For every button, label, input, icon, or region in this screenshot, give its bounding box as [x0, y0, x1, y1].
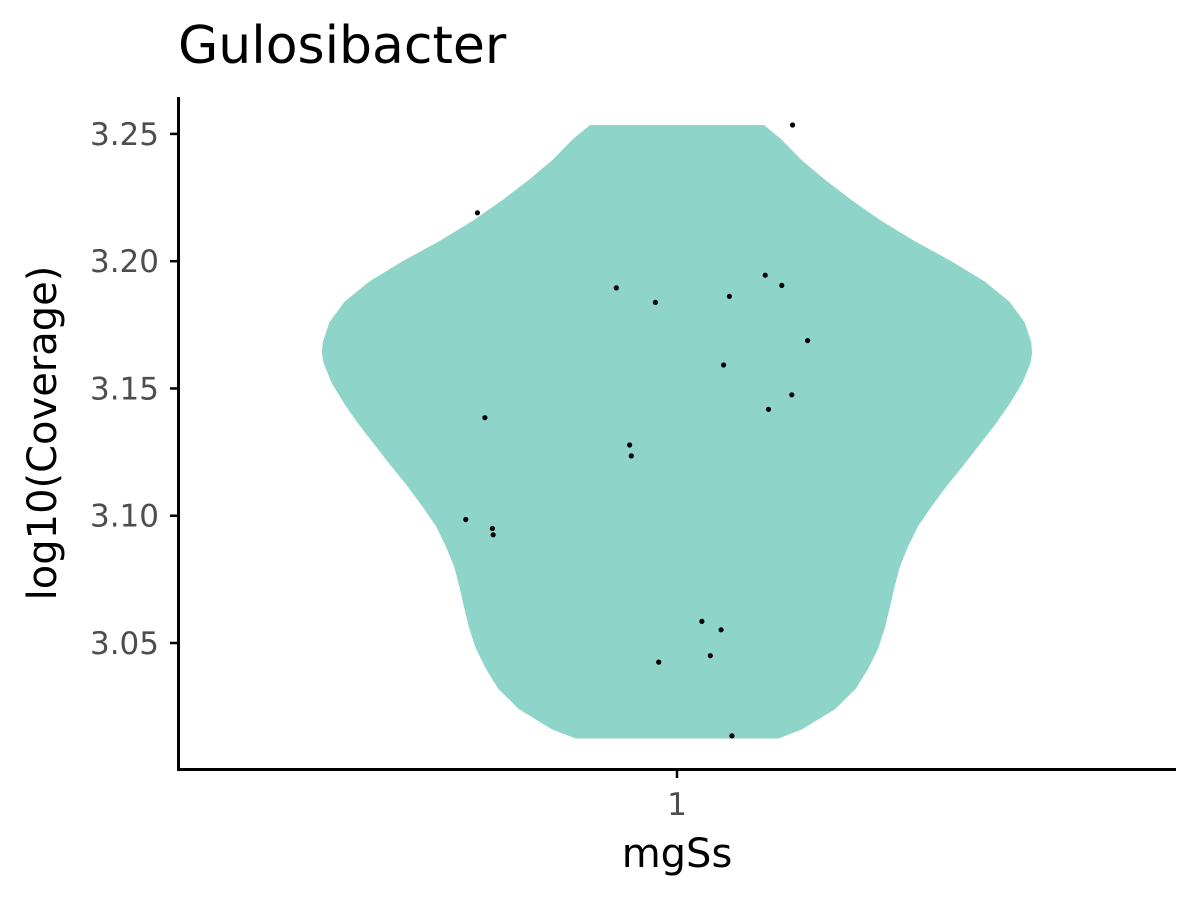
data-point	[707, 653, 713, 659]
violin-body	[321, 125, 1033, 739]
data-point	[490, 532, 496, 538]
y-ticks: 3.05 3.10 3.15 3.20 3.25	[90, 117, 178, 662]
data-point	[699, 618, 705, 625]
data-point	[726, 293, 733, 299]
data-point	[482, 415, 488, 421]
data-point	[627, 442, 633, 448]
x-axis-title: mgSs	[622, 831, 733, 877]
data-point	[790, 122, 796, 128]
y-tick-label: 3.05	[90, 626, 159, 662]
data-point	[613, 285, 619, 291]
plot-area	[321, 122, 1033, 739]
data-point	[805, 338, 811, 344]
data-point	[463, 516, 469, 523]
y-tick-label: 3.15	[90, 371, 159, 407]
x-ticks: 1	[667, 769, 687, 823]
data-point	[762, 272, 768, 278]
data-point	[779, 282, 785, 288]
data-point	[729, 733, 735, 739]
y-tick-label: 3.25	[90, 117, 159, 153]
data-point	[718, 627, 724, 633]
y-tick-label: 3.20	[90, 244, 159, 280]
data-point	[721, 362, 727, 368]
x-tick-label: 1	[667, 787, 687, 823]
y-axis-title: log10(Coverage)	[20, 266, 66, 601]
data-point	[489, 525, 495, 532]
data-point	[789, 392, 795, 398]
y-tick-label: 3.10	[90, 499, 159, 535]
chart-title: Gulosibacter	[178, 16, 507, 76]
data-point	[474, 210, 480, 216]
data-point	[656, 659, 662, 665]
data-point	[652, 299, 659, 305]
data-point	[628, 453, 634, 459]
data-point	[765, 406, 772, 412]
